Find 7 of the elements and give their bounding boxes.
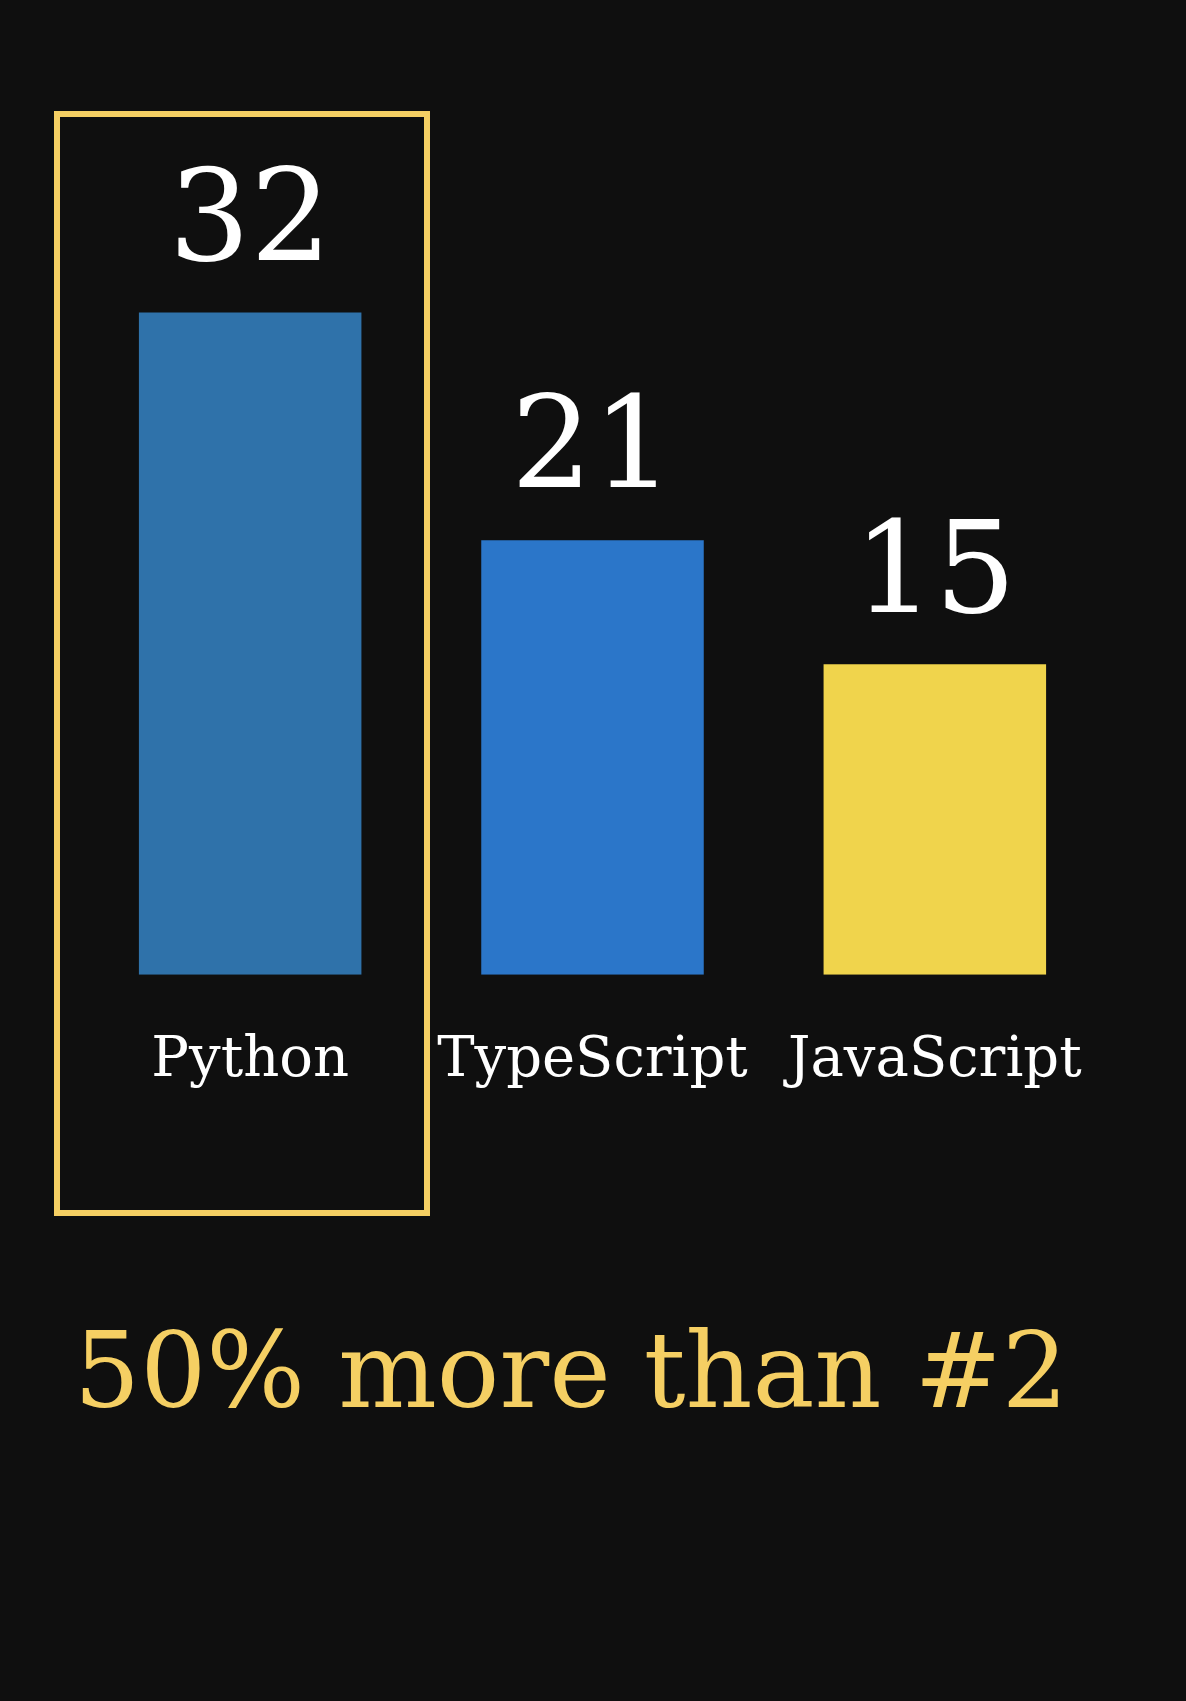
x-tick-label: Python <box>151 1023 349 1089</box>
text: 50% more than #2 <box>74 1310 1068 1432</box>
data-label: 21 <box>511 368 674 518</box>
data-label: 15 <box>853 492 1017 642</box>
x-tick-label: TypeScript <box>437 1023 749 1089</box>
data-label: 32 <box>168 140 332 290</box>
x-tick-label: JavaScript <box>783 1023 1083 1089</box>
